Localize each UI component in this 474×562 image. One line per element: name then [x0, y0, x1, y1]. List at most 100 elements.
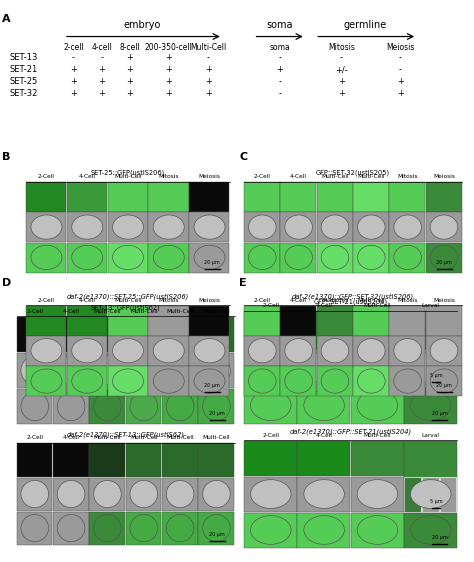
Bar [353, 182, 389, 212]
Bar [426, 243, 462, 273]
Ellipse shape [112, 245, 144, 270]
Ellipse shape [248, 215, 276, 239]
Bar [404, 441, 457, 512]
Text: SET-21: SET-21 [9, 65, 38, 74]
Ellipse shape [31, 215, 62, 239]
Bar [126, 443, 162, 477]
Ellipse shape [357, 369, 385, 393]
Bar [390, 212, 425, 242]
Text: -: - [340, 53, 343, 62]
Ellipse shape [112, 369, 144, 393]
Bar [126, 317, 162, 352]
Text: -: - [207, 53, 210, 62]
Bar [244, 441, 297, 476]
Ellipse shape [430, 215, 458, 239]
Bar [17, 353, 53, 388]
Bar [53, 353, 89, 388]
Ellipse shape [357, 245, 385, 270]
Bar [162, 478, 198, 511]
Bar [297, 441, 350, 476]
Bar [108, 306, 148, 336]
Bar [148, 212, 189, 242]
Text: Multi-Cell: Multi-Cell [321, 298, 349, 303]
Bar [404, 350, 421, 387]
Text: 2-Cell: 2-Cell [262, 303, 279, 309]
Text: 2-Cell: 2-Cell [26, 436, 43, 441]
Text: Mitosis: Mitosis [328, 43, 355, 52]
Bar [198, 389, 234, 424]
Bar [198, 317, 234, 352]
Text: 2-cell: 2-cell [63, 43, 84, 52]
Ellipse shape [285, 338, 312, 363]
Ellipse shape [31, 338, 62, 363]
Bar [404, 513, 457, 548]
Bar [353, 212, 389, 242]
Text: 5 μm: 5 μm [430, 499, 443, 504]
Bar [189, 336, 229, 366]
Ellipse shape [21, 356, 48, 385]
Bar [126, 511, 162, 545]
Ellipse shape [31, 245, 62, 270]
Ellipse shape [285, 215, 312, 239]
Text: +: + [397, 77, 404, 86]
Bar [244, 336, 280, 366]
Bar [198, 511, 234, 545]
Text: Multi-Cell: Multi-Cell [94, 436, 121, 441]
Bar [390, 182, 425, 212]
Ellipse shape [153, 338, 184, 363]
Text: 4-Cell: 4-Cell [63, 436, 80, 441]
Text: Multi-Cell: Multi-Cell [191, 43, 227, 52]
Bar [317, 182, 353, 212]
Bar [244, 311, 297, 348]
Text: +: + [338, 77, 345, 86]
Bar [17, 443, 53, 477]
Text: A: A [2, 14, 11, 24]
Text: +: + [165, 77, 172, 86]
Bar [244, 243, 280, 273]
Ellipse shape [410, 515, 451, 545]
Ellipse shape [304, 390, 344, 420]
Bar [426, 182, 462, 212]
Ellipse shape [357, 479, 398, 509]
Bar [89, 353, 125, 388]
Ellipse shape [57, 356, 85, 385]
Text: germline: germline [343, 20, 387, 30]
Bar [390, 336, 425, 366]
Ellipse shape [410, 390, 451, 420]
Ellipse shape [250, 390, 291, 420]
Bar [351, 349, 403, 387]
Text: +: + [338, 89, 345, 98]
Bar [17, 317, 53, 352]
Text: soma: soma [269, 43, 290, 52]
Text: 20 μm: 20 μm [436, 260, 452, 265]
Bar [281, 243, 316, 273]
Text: soma: soma [266, 20, 293, 30]
Text: Multi-Cell: Multi-Cell [203, 309, 230, 314]
Ellipse shape [166, 392, 194, 421]
Text: Mitosis: Mitosis [397, 298, 418, 303]
Text: Multi-Cell: Multi-Cell [364, 303, 391, 309]
Text: +: + [397, 89, 404, 98]
Ellipse shape [72, 369, 103, 393]
Text: +: + [70, 65, 77, 74]
Bar [67, 366, 107, 396]
Text: +: + [165, 53, 172, 62]
Bar [351, 387, 403, 424]
Ellipse shape [394, 215, 421, 239]
Bar [244, 182, 280, 212]
Bar [67, 336, 107, 366]
Bar [198, 478, 234, 511]
Text: Meiosis: Meiosis [199, 298, 220, 303]
Bar [404, 311, 457, 387]
Ellipse shape [194, 369, 225, 393]
Bar [89, 389, 125, 424]
Ellipse shape [321, 215, 349, 239]
Text: +: + [99, 65, 105, 74]
Bar [108, 366, 148, 396]
Text: +: + [126, 89, 133, 98]
Bar [317, 306, 353, 336]
Ellipse shape [394, 369, 421, 393]
Ellipse shape [57, 514, 85, 542]
Text: +: + [205, 77, 212, 86]
Bar [317, 336, 353, 366]
